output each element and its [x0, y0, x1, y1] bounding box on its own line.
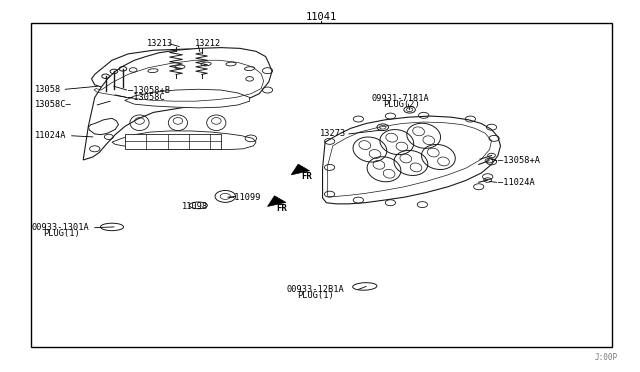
Polygon shape: [112, 131, 256, 150]
Bar: [31, 23, 612, 347]
Text: —11024A: —11024A: [498, 178, 534, 187]
Text: 13212: 13212: [195, 39, 221, 48]
Text: PLUG(2): PLUG(2): [383, 100, 419, 109]
Polygon shape: [88, 118, 118, 135]
Polygon shape: [83, 48, 272, 160]
Polygon shape: [291, 164, 310, 175]
Text: 13058: 13058: [35, 85, 61, 94]
Text: 13058C—: 13058C—: [35, 100, 72, 109]
Text: 00933-1301A: 00933-1301A: [32, 223, 90, 232]
Polygon shape: [323, 116, 500, 204]
Text: PLUG(1): PLUG(1): [44, 229, 80, 238]
Text: —13058+B: —13058+B: [128, 86, 170, 94]
Text: J:00P: J:00P: [595, 353, 618, 362]
Polygon shape: [125, 89, 250, 108]
Text: FR: FR: [276, 204, 287, 213]
Polygon shape: [268, 196, 286, 206]
Text: 11024A: 11024A: [35, 131, 67, 140]
Text: —13058+A: —13058+A: [498, 156, 540, 165]
Polygon shape: [92, 49, 269, 89]
Text: PLUG(1): PLUG(1): [298, 291, 334, 300]
Text: 13213: 13213: [147, 39, 173, 48]
Text: FR: FR: [301, 172, 312, 181]
Text: 13273: 13273: [320, 129, 346, 138]
Text: 11098: 11098: [182, 202, 209, 211]
Text: —13058C: —13058C: [128, 93, 164, 102]
Text: 00933-12B1A: 00933-12B1A: [287, 285, 344, 294]
Text: 09931-7181A: 09931-7181A: [371, 94, 429, 103]
Text: —11099: —11099: [229, 193, 260, 202]
Text: 11041: 11041: [306, 13, 337, 22]
Polygon shape: [125, 134, 221, 149]
